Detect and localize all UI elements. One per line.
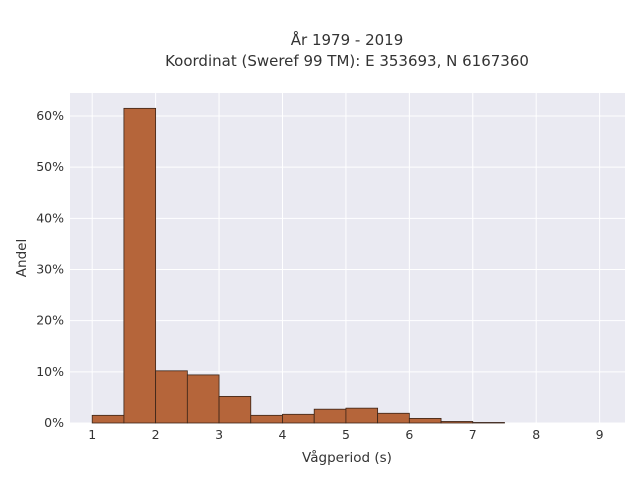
chart-title-line-1: År 1979 - 2019 <box>291 30 404 49</box>
histogram-bar <box>123 107 157 424</box>
histogram-bar <box>282 413 315 424</box>
y-tick-label: 50% <box>36 159 64 174</box>
x-tick-label: 8 <box>532 427 540 442</box>
x-tick-label: 2 <box>152 427 160 442</box>
histogram-bar <box>218 395 252 424</box>
y-tick-label: 40% <box>36 210 64 225</box>
histogram-bar <box>440 421 474 424</box>
x-axis-title: Vågperiod (s) <box>302 449 392 466</box>
x-tick-label: 6 <box>405 427 413 442</box>
histogram-bar <box>155 370 188 424</box>
y-axis-ticks: 0% 10% 20% 30% 40% 50% 60% <box>36 108 64 430</box>
plot-area <box>70 93 625 423</box>
y-tick-label: 10% <box>36 364 64 379</box>
histogram-bars <box>91 107 505 424</box>
y-tick-label: 0% <box>44 415 64 430</box>
y-tick-label: 30% <box>36 262 64 277</box>
x-tick-label: 5 <box>342 427 350 442</box>
histogram-bar <box>345 407 379 424</box>
y-tick-label: 60% <box>36 108 64 123</box>
histogram-bar <box>313 408 347 424</box>
x-tick-label: 4 <box>279 427 287 442</box>
x-tick-label: 7 <box>469 427 477 442</box>
x-tick-label: 1 <box>88 427 96 442</box>
x-tick-label: 9 <box>596 427 604 442</box>
y-axis-title: Andel <box>14 239 30 277</box>
histogram-bar <box>408 417 442 424</box>
histogram-bar <box>250 414 283 424</box>
chart-title-line-2: Koordinat (Sweref 99 TM): E 353693, N 61… <box>165 52 529 70</box>
x-tick-label: 3 <box>215 427 223 442</box>
histogram-bar <box>186 374 220 424</box>
x-axis-ticks: 1 2 3 4 5 6 7 8 9 <box>88 427 603 442</box>
histogram-bar <box>472 422 505 424</box>
histogram-bar <box>91 414 125 424</box>
histogram-bar <box>377 412 410 424</box>
y-tick-label: 20% <box>36 313 64 328</box>
